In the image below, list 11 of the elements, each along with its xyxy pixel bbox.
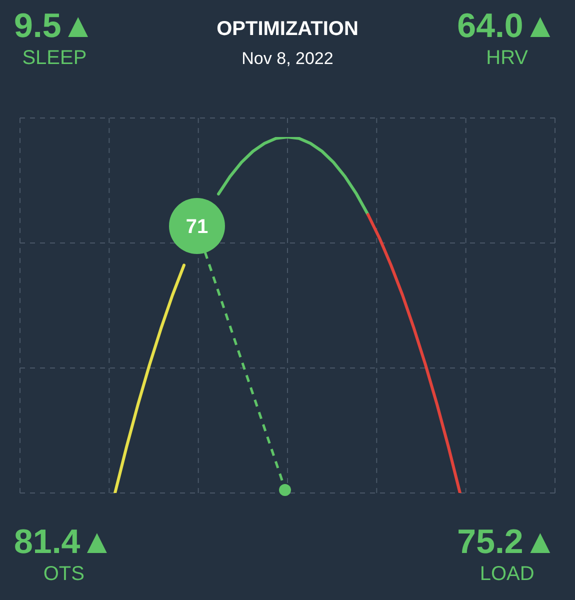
text: 64.0▲ xyxy=(457,6,557,46)
text: 81.4▲ xyxy=(14,522,114,562)
chart-title: OPTIMIZATION xyxy=(216,18,358,40)
text: LOAD xyxy=(478,562,536,586)
text: HRV xyxy=(485,46,530,70)
text: SLEEP xyxy=(21,46,88,70)
annotation: 71 xyxy=(186,216,208,238)
chart-subtitle: Nov 8, 2022 xyxy=(242,49,334,68)
text: 75.2▲ xyxy=(457,522,557,562)
text: 9.5▲ xyxy=(14,6,95,46)
text: OTS xyxy=(42,562,86,586)
